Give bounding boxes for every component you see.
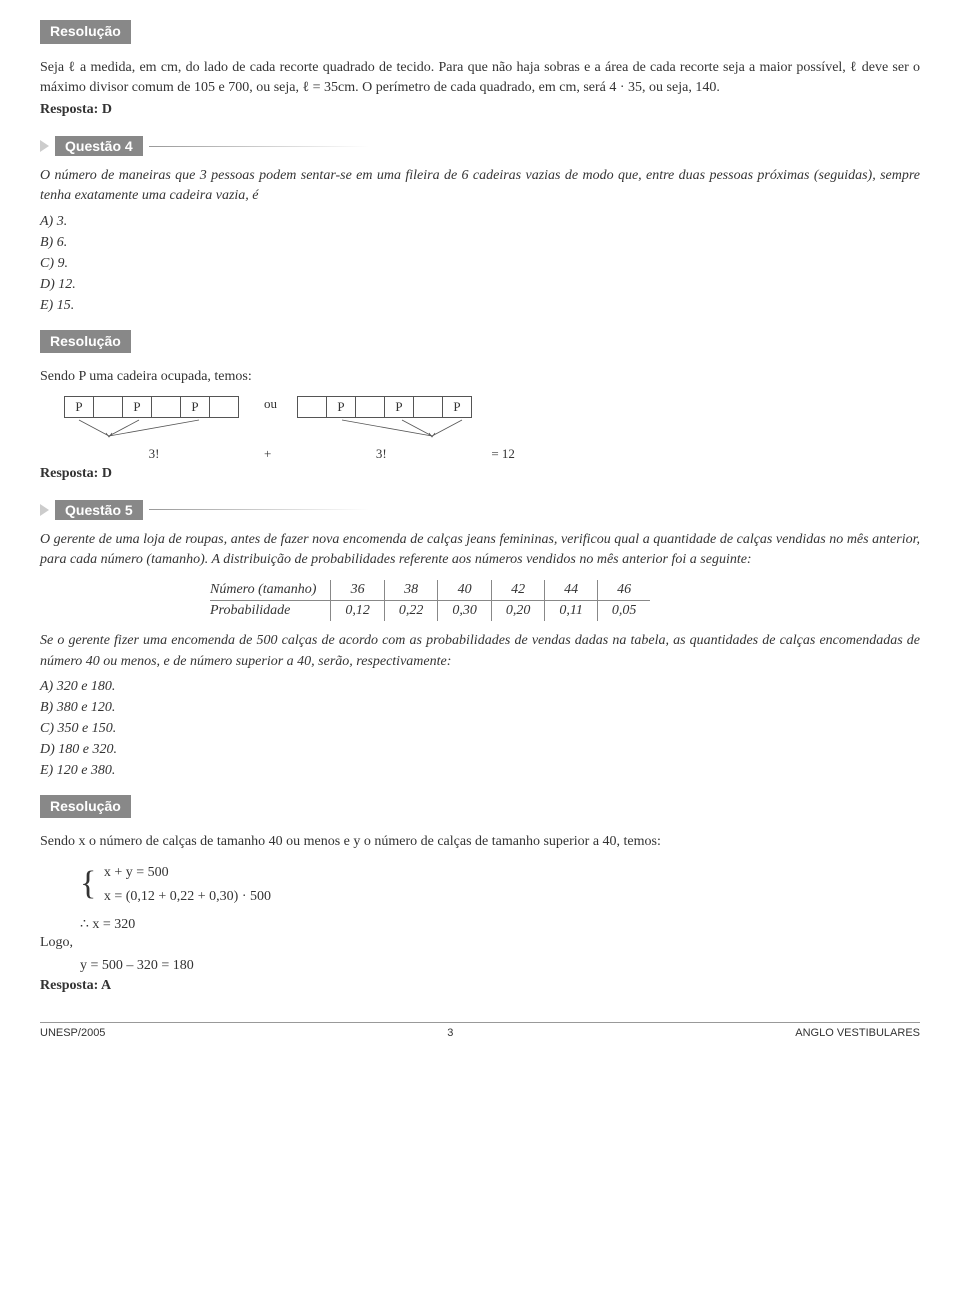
chair-box: P — [180, 396, 210, 418]
table-cell: Probabilidade — [210, 601, 331, 622]
alt: B) 6. — [40, 232, 920, 253]
alt: B) 380 e 120. — [40, 697, 920, 718]
factorial: 3! — [291, 446, 471, 462]
chair-box — [297, 396, 327, 418]
equation: x = (0,12 + 0,22 + 0,30) · 500 — [104, 885, 271, 909]
permutation-arrows-icon — [64, 418, 244, 442]
paragraph: Sendo P uma cadeira ocupada, temos: — [40, 367, 920, 387]
table-cell: 42 — [491, 580, 545, 601]
footer-center: 3 — [447, 1027, 453, 1039]
table-cell: 0,05 — [597, 601, 650, 622]
chair-box: P — [442, 396, 472, 418]
chair-box: P — [326, 396, 356, 418]
triangle-icon — [40, 140, 49, 152]
table-row: Número (tamanho) 36 38 40 42 44 46 — [210, 580, 650, 601]
table-cell: 40 — [438, 580, 492, 601]
chair-box: P — [122, 396, 152, 418]
paragraph: Sendo x o número de calças de tamanho 40… — [40, 832, 920, 852]
questao-header: Questão 4 — [40, 136, 920, 156]
chair-box — [151, 396, 181, 418]
footer-right: ANGLO VESTIBULARES — [795, 1027, 920, 1039]
question-body: O gerente de uma loja de roupas, antes d… — [40, 530, 920, 571]
alt: D) 180 e 320. — [40, 739, 920, 760]
table-cell: 36 — [331, 580, 385, 601]
questao-title: Questão 5 — [55, 500, 143, 520]
chair-box — [93, 396, 123, 418]
table-cell: 0,30 — [438, 601, 492, 622]
table-cell: 46 — [597, 580, 650, 601]
triangle-icon — [40, 504, 49, 516]
equation: x + y = 500 — [104, 861, 271, 885]
table-cell: 0,12 — [331, 601, 385, 622]
math-system: { x + y = 500 x = (0,12 + 0,22 + 0,30) ·… — [80, 861, 920, 909]
table-cell: 0,11 — [545, 601, 597, 622]
table-cell: 0,22 — [384, 601, 438, 622]
fade-line — [149, 146, 369, 147]
permutation-arrows-icon — [297, 418, 477, 442]
table-cell: 44 — [545, 580, 597, 601]
resolucao-badge: Resolução — [40, 330, 131, 354]
footer-left: UNESP/2005 — [40, 1027, 105, 1039]
chair-box: P — [384, 396, 414, 418]
table-cell: 38 — [384, 580, 438, 601]
resposta: Resposta: A — [40, 978, 920, 994]
table-cell: 0,20 — [491, 601, 545, 622]
chair-box — [413, 396, 443, 418]
questao-title: Questão 4 — [55, 136, 143, 156]
alt: A) 3. — [40, 211, 920, 232]
alt: D) 12. — [40, 274, 920, 295]
question-body: Se o gerente fizer uma encomenda de 500 … — [40, 631, 920, 672]
probability-table: Número (tamanho) 36 38 40 42 44 46 Proba… — [210, 580, 650, 621]
alt: E) 120 e 380. — [40, 760, 920, 781]
alt: C) 350 e 150. — [40, 718, 920, 739]
paragraph: Seja ℓ a medida, em cm, do lado de cada … — [40, 58, 920, 99]
fade-line — [149, 509, 369, 510]
question-body: O número de maneiras que 3 pessoas podem… — [40, 166, 920, 207]
box-group-2: P P P — [297, 396, 477, 418]
chair-box — [355, 396, 385, 418]
alt: A) 320 e 180. — [40, 676, 920, 697]
table-row: Probabilidade 0,12 0,22 0,30 0,20 0,11 0… — [210, 601, 650, 622]
plus: + — [264, 446, 271, 462]
resolucao-badge: Resolução — [40, 795, 131, 819]
alt: C) 9. — [40, 253, 920, 274]
factorial: 3! — [64, 446, 244, 462]
questao-header: Questão 5 — [40, 500, 920, 520]
alt: E) 15. — [40, 295, 920, 316]
resposta: Resposta: D — [40, 466, 920, 482]
alternatives: A) 3. B) 6. C) 9. D) 12. E) 15. — [40, 211, 920, 316]
brace-icon: { — [80, 869, 96, 900]
page-footer: UNESP/2005 3 ANGLO VESTIBULARES — [40, 1022, 920, 1039]
chair-diagram: P P P ou P P P — [64, 396, 920, 442]
logo-label: Logo, — [40, 933, 920, 953]
box-group-1: P P P — [64, 396, 244, 418]
table-cell: Número (tamanho) — [210, 580, 331, 601]
resolucao-badge: Resolução — [40, 20, 131, 44]
equation: y = 500 – 320 = 180 — [80, 958, 920, 974]
therefore: ∴ x = 320 — [80, 916, 920, 933]
chair-box — [209, 396, 239, 418]
equals: = 12 — [491, 446, 515, 462]
factorial-row: 3! + 3! = 12 — [64, 446, 920, 462]
alternatives: A) 320 e 180. B) 380 e 120. C) 350 e 150… — [40, 676, 920, 781]
chair-box: P — [64, 396, 94, 418]
ou-label: ou — [264, 396, 277, 412]
resposta: Resposta: D — [40, 102, 920, 118]
